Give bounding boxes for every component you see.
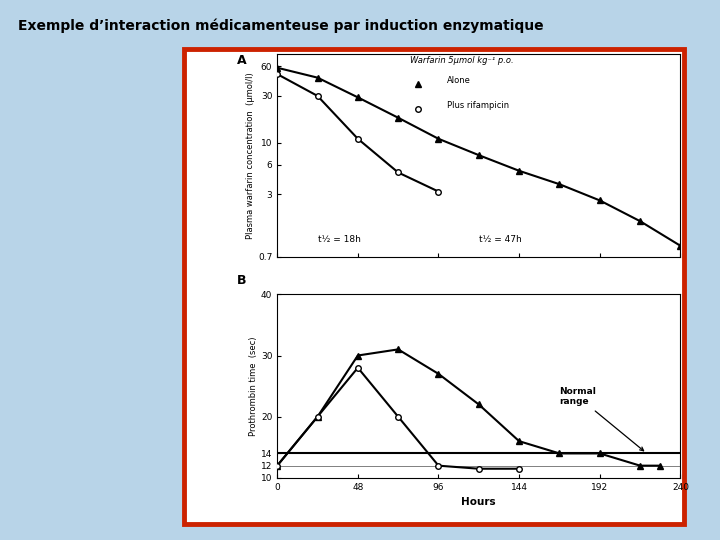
Text: Exemple d’interaction médicamenteuse par induction enzymatique: Exemple d’interaction médicamenteuse par… — [18, 19, 544, 33]
Y-axis label: Prothrombin time  (sec): Prothrombin time (sec) — [249, 336, 258, 436]
Text: Warfarin 5μmol kg⁻¹ p.o.: Warfarin 5μmol kg⁻¹ p.o. — [410, 56, 514, 65]
Text: t½ = 18h: t½ = 18h — [318, 235, 361, 244]
Text: B: B — [237, 274, 246, 287]
Text: Normal
range: Normal range — [559, 387, 644, 451]
FancyBboxPatch shape — [184, 49, 684, 524]
Text: Plus rifampicin: Plus rifampicin — [446, 100, 508, 110]
Y-axis label: Plasma warfarin concentration  (μmol/l): Plasma warfarin concentration (μmol/l) — [246, 72, 255, 239]
Text: A: A — [237, 54, 246, 67]
Text: t½ = 47h: t½ = 47h — [479, 235, 521, 244]
X-axis label: Hours: Hours — [462, 497, 496, 507]
Text: Alone: Alone — [446, 76, 470, 85]
